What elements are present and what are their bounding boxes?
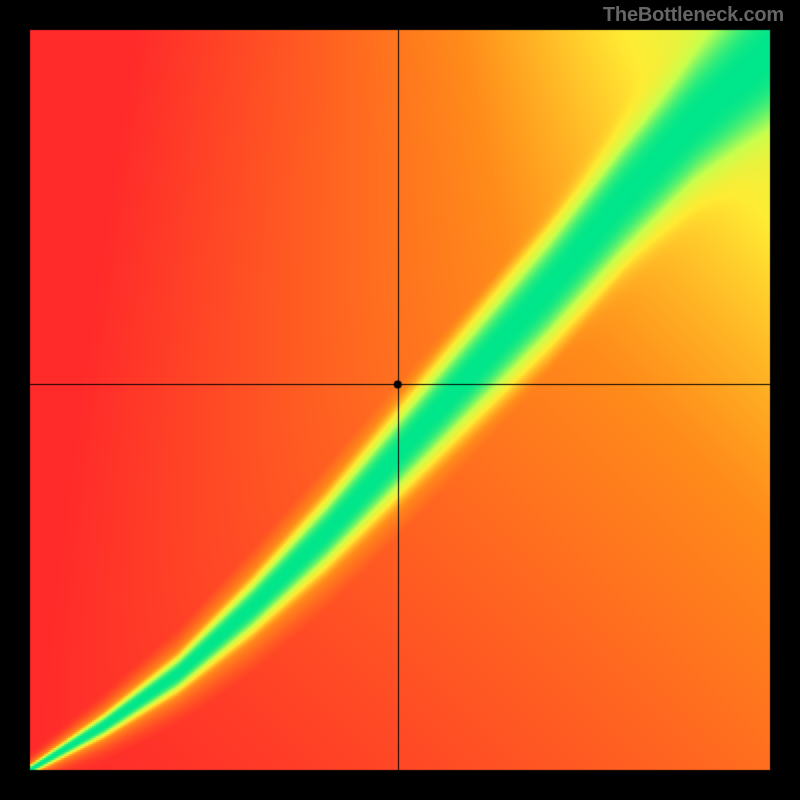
bottleneck-heatmap bbox=[0, 0, 800, 800]
source-watermark: TheBottleneck.com bbox=[603, 4, 784, 27]
